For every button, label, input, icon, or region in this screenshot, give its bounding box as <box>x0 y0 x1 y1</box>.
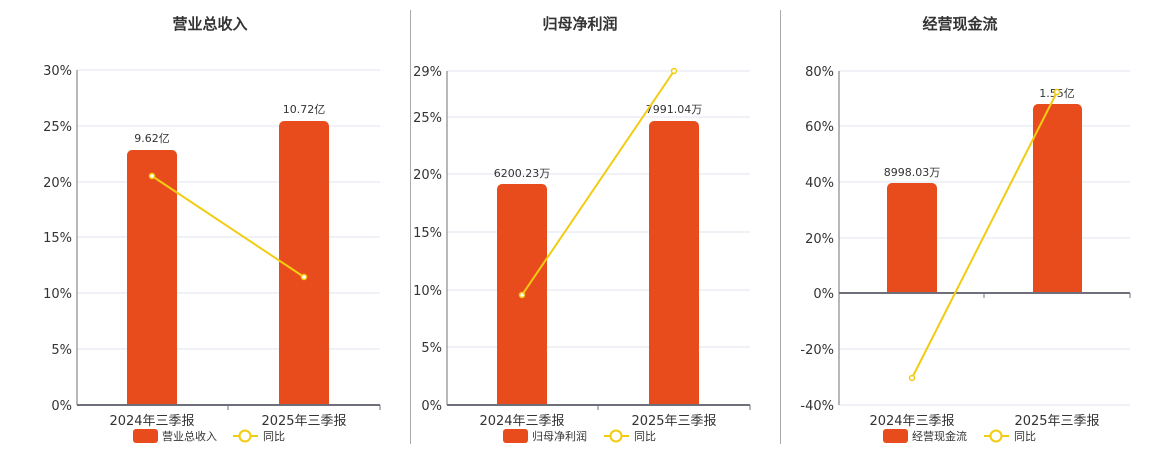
bar-label: 6200.23万 <box>494 167 551 180</box>
legend-line-swatch[interactable] <box>609 429 623 443</box>
y-axis-ticks: -40% -20% 0% 20% 40% 60% 80% <box>800 65 834 414</box>
bar-2025[interactable] <box>1033 104 1082 293</box>
line-point[interactable] <box>300 273 308 281</box>
svg-text:-40%: -40% <box>800 399 834 414</box>
chart-panel-revenue: 营业总收入 0% 5% 10% 15% 20% 25% 30% 9.62亿 10… <box>0 0 400 450</box>
bar-2024[interactable] <box>887 183 937 293</box>
svg-text:29%: 29% <box>413 65 442 80</box>
line-point[interactable] <box>670 67 678 75</box>
svg-text:60%: 60% <box>805 120 834 135</box>
bars <box>887 104 1082 293</box>
grid <box>447 70 750 348</box>
svg-text:同比[interactable]: 同比 <box>263 430 285 443</box>
yoy-line <box>148 172 308 281</box>
svg-text:0%: 0% <box>51 399 72 414</box>
svg-text:营业总收入[interactable]: 营业总收入 <box>162 429 217 443</box>
bars <box>497 121 699 405</box>
grid <box>839 70 1130 406</box>
bar-label: 10.72亿 <box>283 103 326 116</box>
svg-text:20%: 20% <box>805 232 834 247</box>
legend-line-swatch[interactable] <box>238 429 252 443</box>
line-point[interactable] <box>908 374 916 382</box>
svg-text:25%: 25% <box>43 120 72 135</box>
yoy-line <box>518 67 678 299</box>
legend-line-swatch[interactable] <box>989 429 1003 443</box>
svg-text:-20%: -20% <box>800 343 834 358</box>
legend: 营业总收入 同比 <box>133 429 285 443</box>
chart-revenue: 营业总收入 0% 5% 10% 15% 20% 25% 30% 9.62亿 10… <box>43 15 381 443</box>
svg-text:15%: 15% <box>43 231 72 246</box>
svg-text:归母净利润[interactable]: 归母净利润 <box>532 429 587 443</box>
bar-label: 9.62亿 <box>134 132 170 145</box>
x-label: 2025年三季报 <box>261 414 346 429</box>
x-label: 2025年三季报 <box>631 414 716 429</box>
yoy-line <box>908 88 1061 382</box>
svg-text:0%: 0% <box>813 287 834 302</box>
svg-text:5%: 5% <box>51 343 72 358</box>
x-label: 2024年三季报 <box>109 414 194 429</box>
svg-text:80%: 80% <box>805 65 834 80</box>
grid <box>77 69 380 350</box>
legend: 经营现金流 同比 <box>883 429 1036 443</box>
legend-bar-swatch[interactable] <box>133 429 158 443</box>
line-point[interactable] <box>1053 88 1061 96</box>
chart-panel-net-profit: 归母净利润 0% 5% 10% 15% 20% 25% 29% 6200.23万… <box>400 0 780 450</box>
line-point[interactable] <box>148 172 156 180</box>
svg-text:15%: 15% <box>413 226 442 241</box>
chart-title: 归母净利润 <box>542 15 617 33</box>
divider <box>780 10 781 444</box>
svg-text:40%: 40% <box>805 176 834 191</box>
svg-text:25%: 25% <box>413 111 442 126</box>
chart-net-profit: 归母净利润 0% 5% 10% 15% 20% 25% 29% 6200.23万… <box>413 15 751 443</box>
svg-text:10%: 10% <box>43 287 72 302</box>
svg-text:5%: 5% <box>421 341 442 356</box>
bars <box>127 121 329 405</box>
bar-label: 8998.03万 <box>884 166 941 179</box>
svg-text:经营现金流[interactable]: 经营现金流 <box>912 429 967 443</box>
legend: 归母净利润 同比 <box>503 429 656 443</box>
bar-2025[interactable] <box>279 121 329 405</box>
chart-operating-cash-flow: 经营现金流 -40% -20% 0% 20% 40% 60% 80% 8998.… <box>800 15 1131 443</box>
chart-panel-operating-cash-flow: 经营现金流 -40% -20% 0% 20% 40% 60% 80% 8998.… <box>780 0 1160 450</box>
svg-text:同比[interactable]: 同比 <box>1014 430 1036 443</box>
svg-text:20%: 20% <box>43 176 72 191</box>
y-axis-ticks: 0% 5% 10% 15% 20% 25% 30% <box>43 64 72 414</box>
svg-text:同比[interactable]: 同比 <box>634 430 656 443</box>
bar-2024[interactable] <box>127 150 177 405</box>
x-label: 2024年三季报 <box>479 414 564 429</box>
legend-bar-swatch[interactable] <box>883 429 908 443</box>
bar-2025[interactable] <box>649 121 699 405</box>
divider <box>410 10 411 444</box>
chart-title: 经营现金流 <box>922 15 997 33</box>
x-label: 2025年三季报 <box>1014 414 1099 429</box>
x-label: 2024年三季报 <box>869 414 954 429</box>
svg-text:30%: 30% <box>43 64 72 79</box>
bar-label: 7991.04万 <box>646 103 703 116</box>
legend-bar-swatch[interactable] <box>503 429 528 443</box>
line-point[interactable] <box>518 291 526 299</box>
svg-text:10%: 10% <box>413 284 442 299</box>
chart-title: 营业总收入 <box>172 15 247 33</box>
y-axis-ticks: 0% 5% 10% 15% 20% 25% 29% <box>413 65 442 414</box>
svg-text:20%: 20% <box>413 168 442 183</box>
svg-text:0%: 0% <box>421 399 442 414</box>
